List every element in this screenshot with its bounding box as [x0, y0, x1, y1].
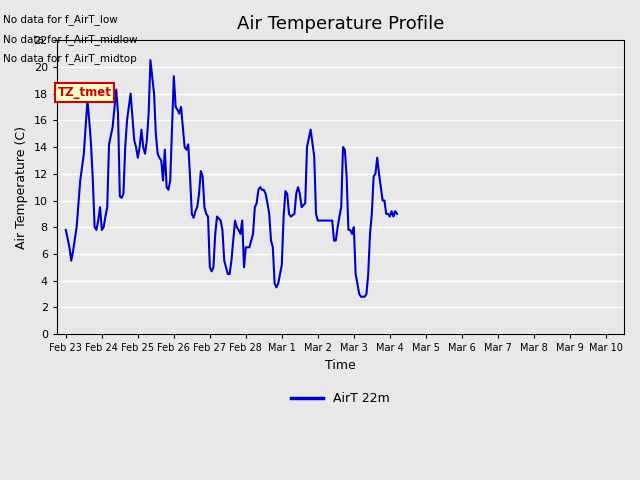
- Text: No data for f_AirT_low: No data for f_AirT_low: [3, 14, 118, 25]
- X-axis label: Time: Time: [325, 359, 356, 372]
- Title: Air Temperature Profile: Air Temperature Profile: [237, 15, 444, 33]
- Text: No data for f_AirT_midtop: No data for f_AirT_midtop: [3, 53, 137, 64]
- Legend: AirT 22m: AirT 22m: [286, 387, 394, 410]
- Text: TZ_tmet: TZ_tmet: [58, 86, 111, 99]
- Text: No data for f_AirT_midlow: No data for f_AirT_midlow: [3, 34, 138, 45]
- Y-axis label: Air Temperature (C): Air Temperature (C): [15, 126, 28, 249]
